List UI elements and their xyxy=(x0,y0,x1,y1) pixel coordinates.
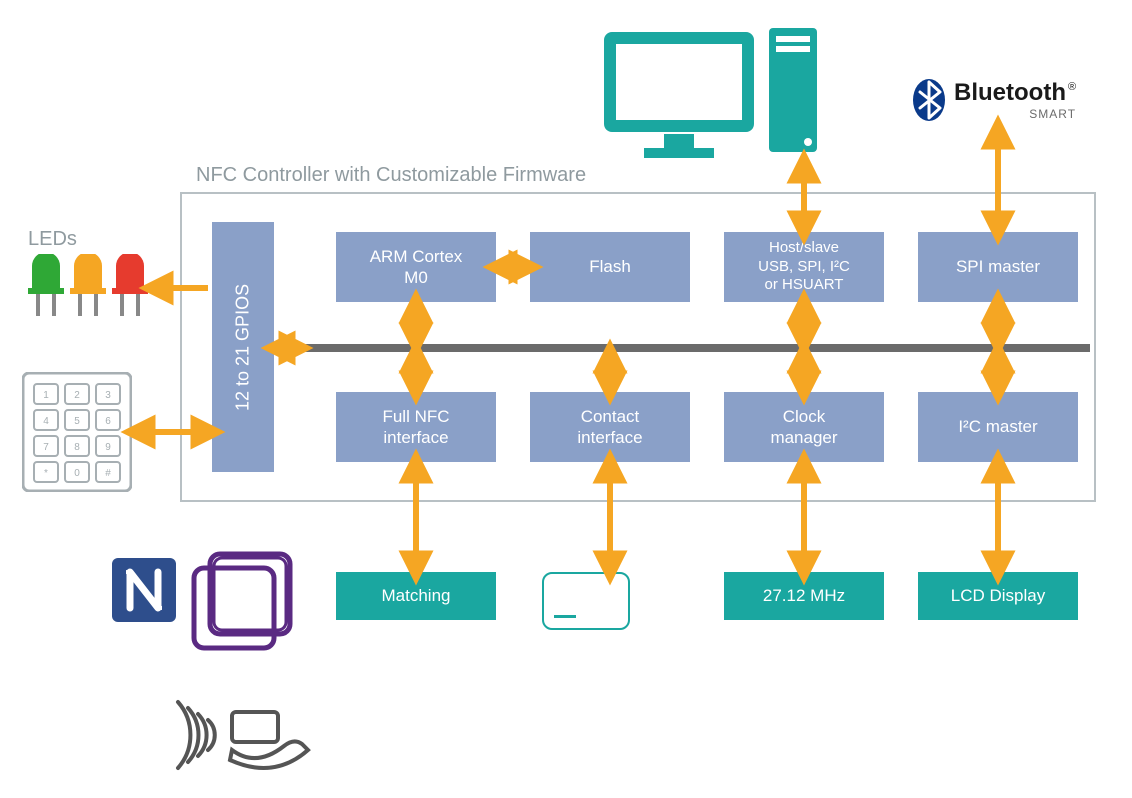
arrows-layer xyxy=(0,0,1132,798)
